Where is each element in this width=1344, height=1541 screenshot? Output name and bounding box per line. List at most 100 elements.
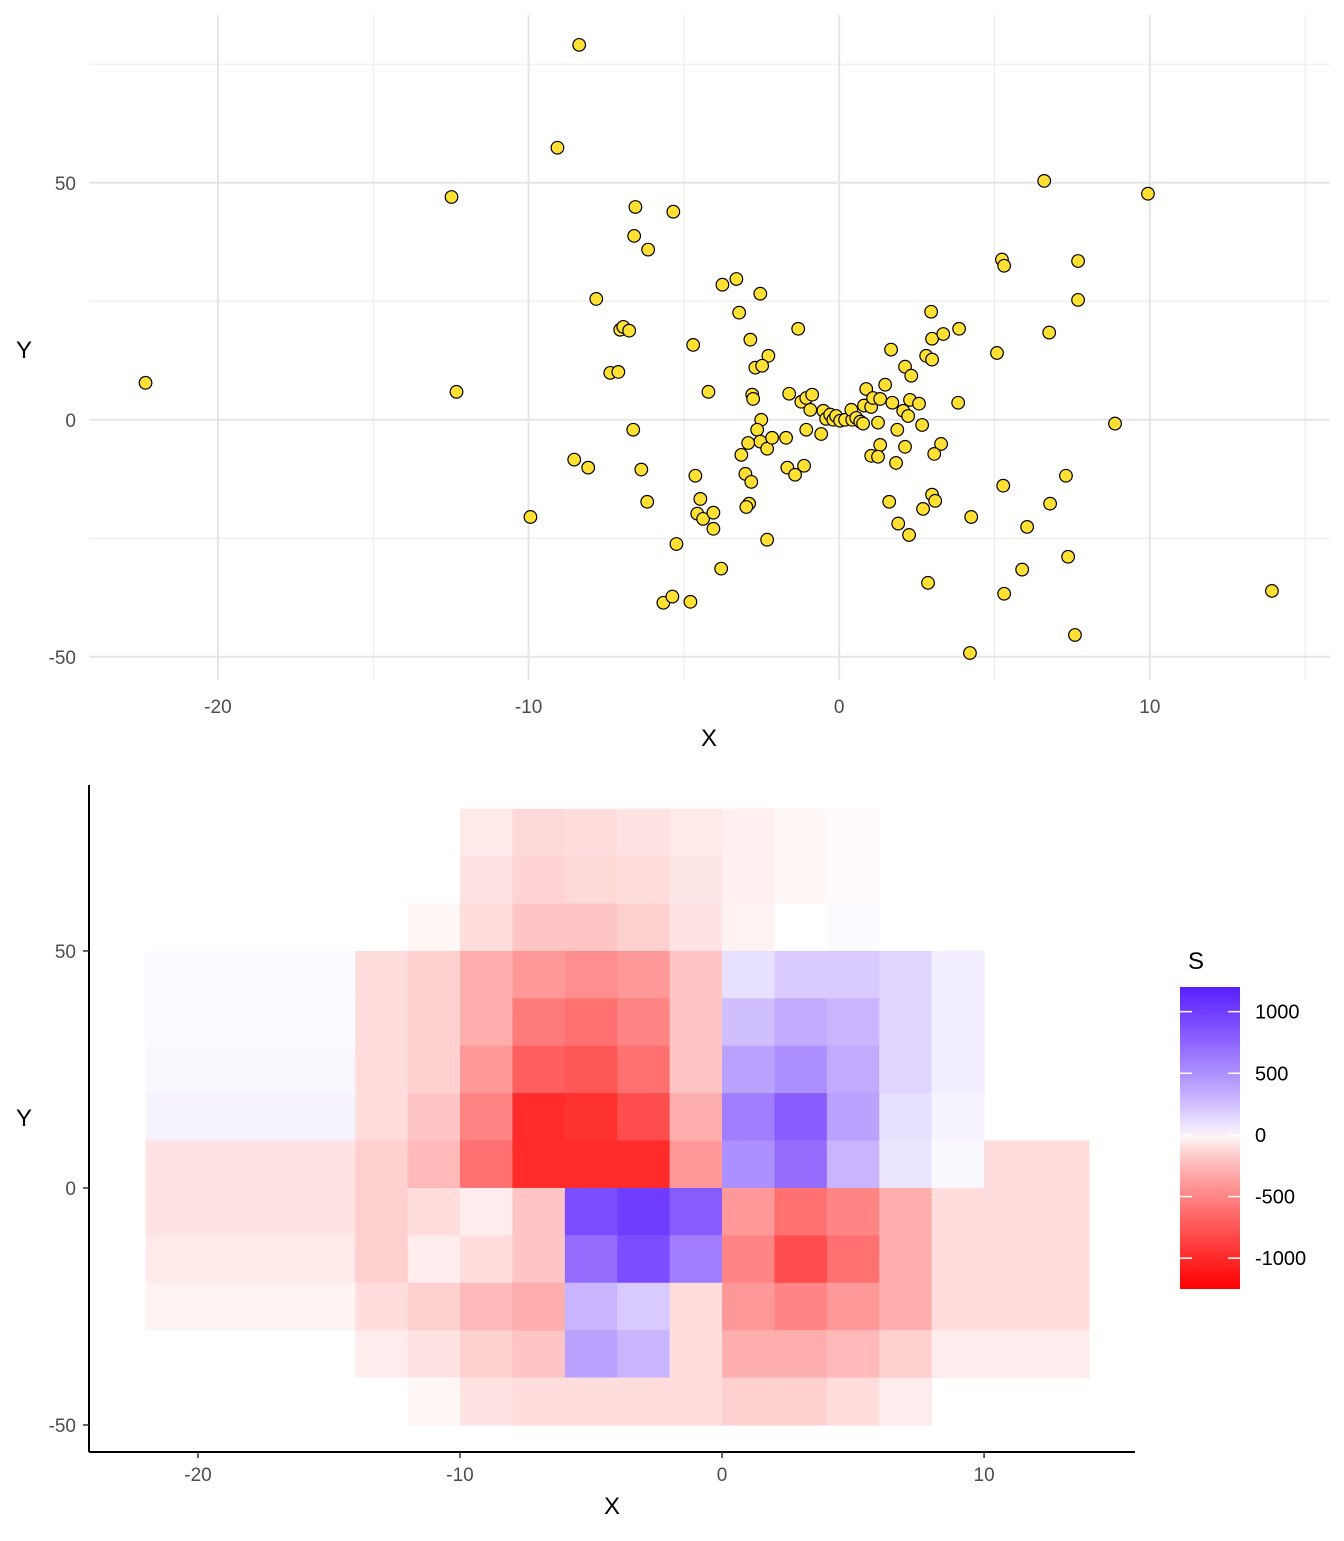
heatmap-cell — [355, 1140, 409, 1189]
heatmap-cell — [984, 1330, 1038, 1379]
heatmap-cell — [302, 998, 356, 1047]
data-point — [963, 646, 977, 660]
heatmap-cell — [407, 808, 461, 857]
heatmap-cell — [617, 808, 671, 857]
heatmap-cell — [826, 950, 880, 999]
heatmap-cell — [879, 1235, 933, 1284]
heatmap-cell — [145, 1330, 199, 1379]
heatmap-cell — [984, 1140, 1038, 1189]
heatmap-cell — [774, 856, 828, 905]
heatmap-cell — [407, 1093, 461, 1142]
heatmap-cell — [250, 950, 304, 999]
data-point — [805, 387, 820, 402]
data-point — [750, 422, 765, 437]
heatmap-cell — [669, 903, 723, 952]
data-point — [1071, 292, 1085, 307]
heatmap-cell — [774, 1282, 828, 1331]
heatmap-cell — [669, 1093, 723, 1142]
heatmap-cell — [931, 1282, 985, 1331]
heatmap-cell — [617, 950, 671, 999]
heatmap-cell — [512, 903, 566, 952]
data-point — [696, 511, 711, 526]
data-point — [686, 337, 701, 352]
heatmap-cell — [669, 998, 723, 1047]
heatmap-cell — [512, 808, 566, 857]
data-point — [901, 409, 916, 423]
heatmap-cell — [460, 1140, 514, 1189]
heatmap-cell — [826, 1282, 880, 1331]
heatmap-cell — [355, 1235, 409, 1284]
heatmap-cell — [198, 1235, 252, 1284]
data-point — [626, 422, 641, 437]
data-point — [706, 505, 721, 520]
heatmap-cell — [564, 808, 618, 857]
data-point — [997, 586, 1012, 601]
heatmap-cell — [984, 1187, 1038, 1236]
data-point — [871, 449, 885, 464]
data-point — [753, 286, 768, 301]
heatmap-cell — [198, 998, 252, 1047]
heatmap-cell — [722, 1235, 776, 1284]
data-point — [891, 516, 906, 531]
heatmap-cell — [826, 1235, 880, 1284]
heatmap-cell — [722, 1282, 776, 1331]
heatmap-cell — [512, 998, 566, 1047]
heatmap-cell — [1036, 1330, 1090, 1379]
legend-tick-label: 1000 — [1255, 1002, 1300, 1024]
heatmap-cell — [198, 1045, 252, 1094]
heatmap-cell — [512, 1045, 566, 1094]
heatmap-cell — [722, 856, 776, 905]
x-axis-title: X — [604, 1493, 620, 1520]
heatmap-cell — [669, 1377, 723, 1426]
heatmap-cell — [826, 856, 880, 905]
heatmap-cell — [302, 1140, 356, 1189]
y-axis-title: Y — [16, 1105, 32, 1132]
heatmap-cell — [774, 1330, 828, 1379]
heatmap-cell — [198, 1330, 252, 1379]
data-point — [1071, 254, 1085, 268]
data-point — [814, 427, 829, 441]
heatmap-cell — [564, 1282, 618, 1331]
legend-tick-label: -500 — [1255, 1187, 1295, 1209]
heatmap-cell — [669, 1187, 723, 1236]
heatmap-cell — [826, 1377, 880, 1426]
heatmap-cell — [302, 950, 356, 999]
legend-tick-label: 500 — [1255, 1063, 1288, 1085]
heatmap-cell — [250, 1330, 304, 1379]
heatmap-cell — [669, 1045, 723, 1094]
heatmap-cell — [302, 1282, 356, 1331]
data-point — [856, 416, 871, 431]
heatmap-cell — [617, 1140, 671, 1189]
data-point — [916, 501, 930, 516]
heatmap-cell — [250, 1140, 304, 1189]
data-point — [996, 478, 1011, 493]
heatmap-cell — [984, 1235, 1038, 1284]
heatmap-cell — [302, 1235, 356, 1284]
heatmap-cell — [564, 1045, 618, 1094]
data-point — [1037, 173, 1052, 188]
data-point — [734, 447, 749, 462]
heatmap-cell — [145, 1093, 199, 1142]
heatmap-cell — [512, 1377, 566, 1426]
heatmap-cell — [774, 1187, 828, 1236]
heatmap-cell — [669, 1282, 723, 1331]
data-point — [701, 384, 716, 399]
data-point — [729, 272, 744, 286]
heatmap-cell — [826, 1140, 880, 1189]
heatmap-cell — [564, 1377, 618, 1426]
heatmap-cell — [617, 1377, 671, 1426]
x-axis-title: X — [701, 725, 717, 752]
heatmap-cell — [460, 1045, 514, 1094]
data-point — [743, 332, 758, 347]
heatmap-cell — [669, 1140, 723, 1189]
heatmap-cell — [722, 950, 776, 999]
data-point — [927, 447, 942, 461]
heatmap-cell — [931, 1187, 985, 1236]
heatmap-cell — [512, 1093, 566, 1142]
data-point — [803, 402, 818, 417]
data-point — [878, 377, 893, 392]
heatmap-cell — [1036, 1235, 1090, 1284]
data-point — [936, 327, 951, 341]
y-tick-label: 50 — [55, 942, 76, 963]
